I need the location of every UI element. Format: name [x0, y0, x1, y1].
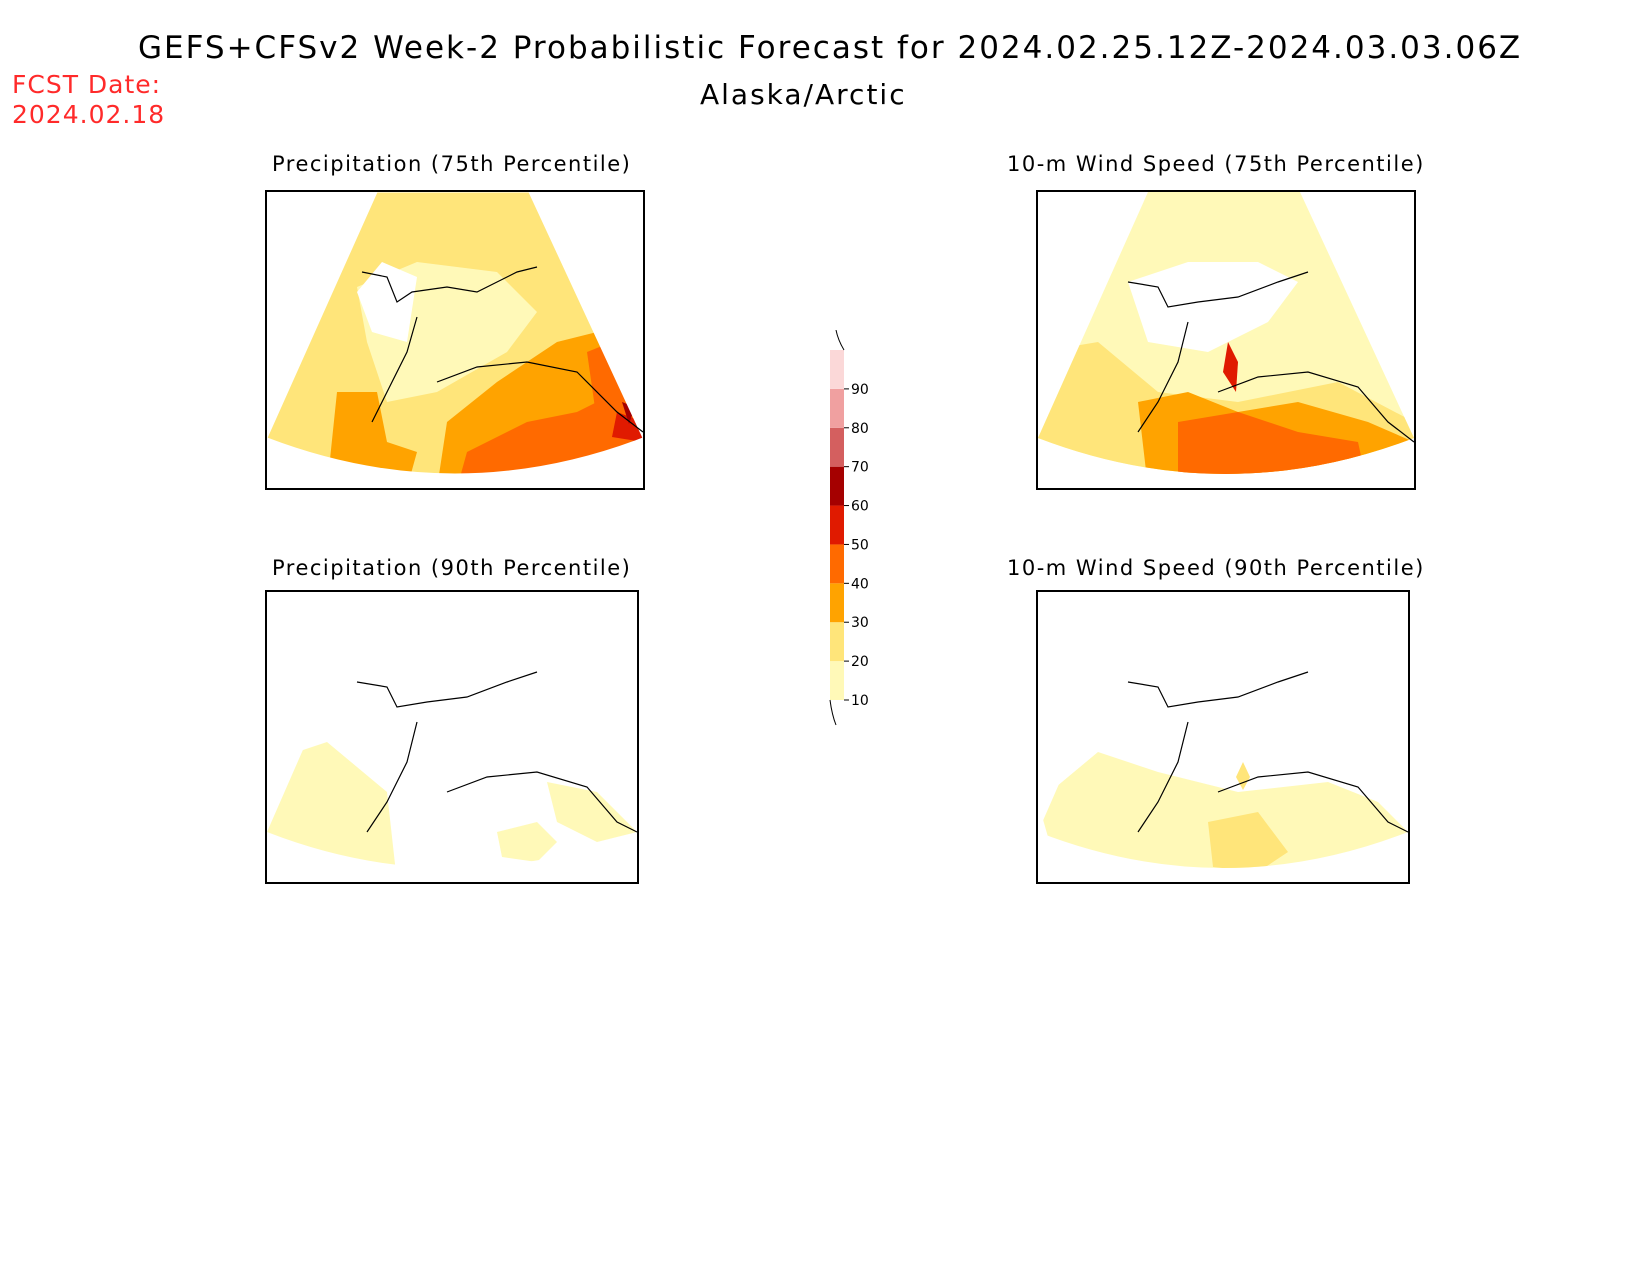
colorbar-swatch — [830, 388, 844, 428]
forecast-date-block: FCST Date: 2024.02.18 — [12, 70, 165, 130]
prob-area-none — [357, 262, 417, 342]
prob-area-none — [1128, 262, 1298, 352]
colorbar-label: 80 — [851, 421, 869, 437]
colorbar-cap-bottom — [829, 699, 837, 726]
colorbar-label: 10 — [851, 693, 869, 709]
coastline — [361, 266, 643, 433]
prob-area-10 — [1038, 752, 1408, 868]
forecast-date-value: 2024.02.18 — [12, 100, 166, 129]
colorbar-label: 40 — [851, 576, 869, 592]
map-precip75 — [265, 190, 645, 490]
colorbar-cap-top — [835, 329, 845, 351]
panel-title-precip90: Precipitation (90th Percentile) — [272, 556, 632, 580]
colorbar-swatch — [830, 350, 844, 389]
prob-area-20 — [1208, 812, 1288, 868]
colorbar-label: 60 — [851, 499, 869, 515]
map-wind75 — [1036, 190, 1416, 490]
domain-edge — [267, 192, 643, 475]
prob-area-50 — [1223, 342, 1238, 392]
colorbar-swatch — [830, 505, 844, 545]
colorbar: 10 20 30 40 50 60 70 80 90 — [820, 329, 880, 730]
colorbar-swatch — [830, 544, 844, 584]
colorbar-label: 50 — [851, 537, 869, 553]
map-wind90 — [1036, 590, 1410, 884]
prob-area-10 — [497, 822, 557, 862]
colorbar-swatch — [830, 583, 844, 623]
coastline — [1127, 671, 1408, 833]
coastline — [1127, 271, 1414, 443]
colorbar-swatch — [830, 427, 844, 467]
panel-title-wind75: 10-m Wind Speed (75th Percentile) — [1007, 152, 1425, 176]
colorbar-swatch — [830, 622, 844, 662]
main-title-text: GEFS+CFSv2 Week-2 Probabilistic Forecast… — [138, 30, 1523, 66]
panel-title-wind90: 10-m Wind Speed (90th Percentile) — [1007, 556, 1425, 580]
prob-area-10 — [547, 782, 637, 842]
colorbar-swatch — [830, 661, 844, 700]
forecast-date-label: FCST Date: — [12, 70, 162, 99]
panel-title-precip75: Precipitation (75th Percentile) — [272, 152, 632, 176]
colorbar-swatches: 10 20 30 40 50 60 70 80 90 — [829, 329, 869, 726]
prob-area-20 — [1236, 762, 1250, 790]
colorbar-label: 20 — [851, 654, 869, 670]
colorbar-label: 90 — [851, 382, 869, 398]
region-subtitle: Alaska/Arctic — [700, 78, 907, 111]
colorbar-label: 70 — [851, 460, 869, 476]
colorbar-label: 30 — [851, 615, 869, 631]
colorbar-swatch — [830, 466, 844, 506]
coastline — [356, 671, 637, 833]
map-precip90 — [265, 590, 639, 884]
